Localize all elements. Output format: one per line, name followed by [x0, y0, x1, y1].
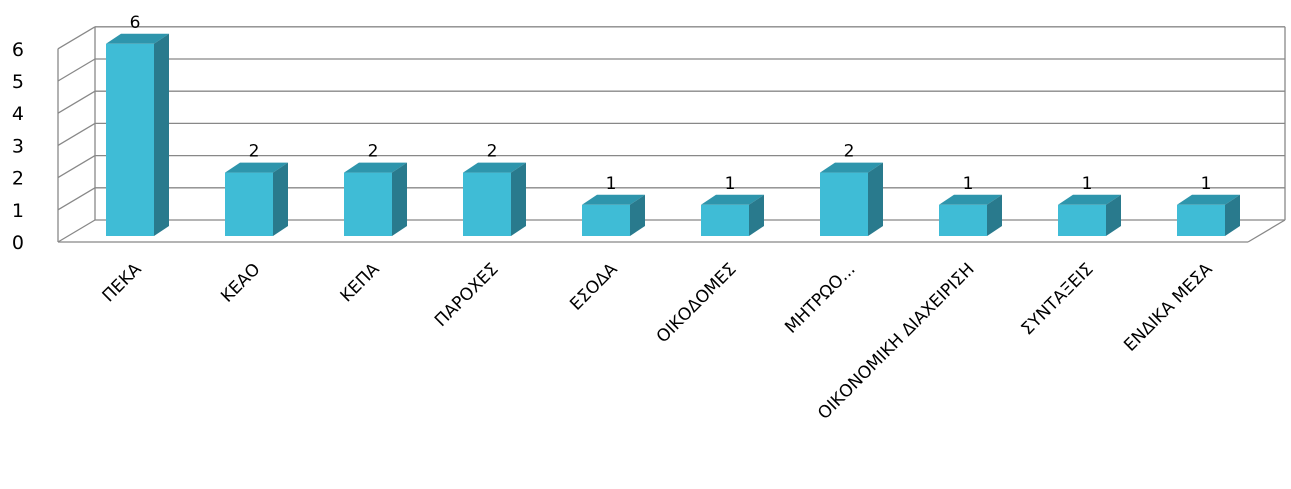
bar — [582, 194, 645, 236]
data-label: 1 — [1082, 174, 1093, 194]
side-wall-gridline — [57, 219, 96, 243]
bar-front — [582, 204, 630, 236]
y-tick-label: 4 — [12, 103, 24, 125]
bar — [225, 162, 288, 236]
bar-top — [939, 194, 1002, 205]
bar-top — [344, 162, 407, 173]
bar-side — [1106, 194, 1121, 236]
data-label: 6 — [130, 13, 141, 33]
x-tick-label: ΕΝΔΙΚΑ ΜΕΣΑ — [1120, 259, 1216, 355]
data-label: 2 — [249, 142, 260, 162]
side-wall-gridline — [57, 26, 96, 50]
bar-side — [987, 194, 1002, 236]
bar-top — [1058, 194, 1121, 205]
x-tick-label: ΜΗΤΡΩΟ... — [781, 259, 859, 337]
x-tick-label: ΚΕΑΟ — [217, 259, 264, 306]
y-tick-label: 0 — [12, 232, 24, 254]
data-label: 2 — [844, 142, 855, 162]
bar-top — [582, 194, 645, 205]
y-tick-label: 1 — [12, 200, 24, 222]
x-tick-label: ΕΣΟΔΑ — [566, 259, 622, 315]
bar — [939, 194, 1002, 236]
bar-top — [463, 162, 526, 173]
bar-front — [820, 172, 868, 236]
x-tick-label: ΚΕΠΑ — [337, 259, 384, 306]
bar-side — [392, 162, 407, 236]
x-tick-label: ΠΑΡΟΧΕΣ — [431, 259, 503, 331]
bar-top — [106, 33, 169, 44]
y-tick-label: 2 — [12, 168, 24, 190]
bar — [106, 33, 169, 236]
bar — [344, 162, 407, 236]
bar-side — [511, 162, 526, 236]
bar — [820, 162, 883, 236]
side-wall-gridline — [57, 58, 96, 82]
data-label: 1 — [1201, 174, 1212, 194]
side-wall-gridline — [57, 122, 96, 146]
bars — [106, 33, 1240, 236]
bar-front — [1177, 204, 1225, 236]
grid-lines — [57, 26, 1286, 243]
data-label: 2 — [368, 142, 379, 162]
bar-top — [225, 162, 288, 173]
category-labels: ΠΕΚΑ ΚΕΑΟ ΚΕΠΑ ΠΑΡΟΧΕΣ ΕΣΟΔΑ ΟΙΚΟΔΟΜΕΣ ΜΗΤΡΩΟ.… — [99, 259, 1217, 424]
bar-front — [344, 172, 392, 236]
floor-right-edge — [1247, 219, 1286, 243]
bar — [463, 162, 526, 236]
bar-top — [701, 194, 764, 205]
data-label: 1 — [606, 174, 617, 194]
data-label: 1 — [725, 174, 736, 194]
side-wall-gridline — [57, 187, 96, 211]
bar — [701, 194, 764, 236]
y-tick-label: 3 — [12, 135, 24, 157]
x-tick-label: ΟΙΚΟΔΟΜΕΣ — [653, 259, 741, 347]
bar-side — [630, 194, 645, 236]
bar-side — [868, 162, 883, 236]
bar-front — [106, 43, 154, 236]
bar-top — [1177, 194, 1240, 205]
bar-front — [939, 204, 987, 236]
data-label: 2 — [487, 142, 498, 162]
bar-side — [154, 33, 169, 236]
bar-top — [820, 162, 883, 173]
bar-front — [225, 172, 273, 236]
bar-side — [749, 194, 764, 236]
y-tick-label: 6 — [12, 39, 24, 61]
bar — [1177, 194, 1240, 236]
side-wall-gridline — [57, 90, 96, 114]
y-tick-label: 5 — [12, 71, 24, 93]
bar — [1058, 194, 1121, 236]
bar-front — [701, 204, 749, 236]
x-tick-label: ΠΕΚΑ — [99, 259, 146, 306]
bar-front — [1058, 204, 1106, 236]
bar-side — [1225, 194, 1240, 236]
data-labels: 6 2 2 2 1 1 2 1 1 1 — [130, 13, 1212, 194]
side-wall-gridline — [57, 155, 96, 179]
bar-front — [463, 172, 511, 236]
x-tick-label: ΣΥΝΤΑΞΕΙΣ — [1018, 259, 1098, 339]
data-label: 1 — [963, 174, 974, 194]
bar-side — [273, 162, 288, 236]
y-axis: 0 1 2 3 4 5 6 — [12, 39, 1286, 254]
